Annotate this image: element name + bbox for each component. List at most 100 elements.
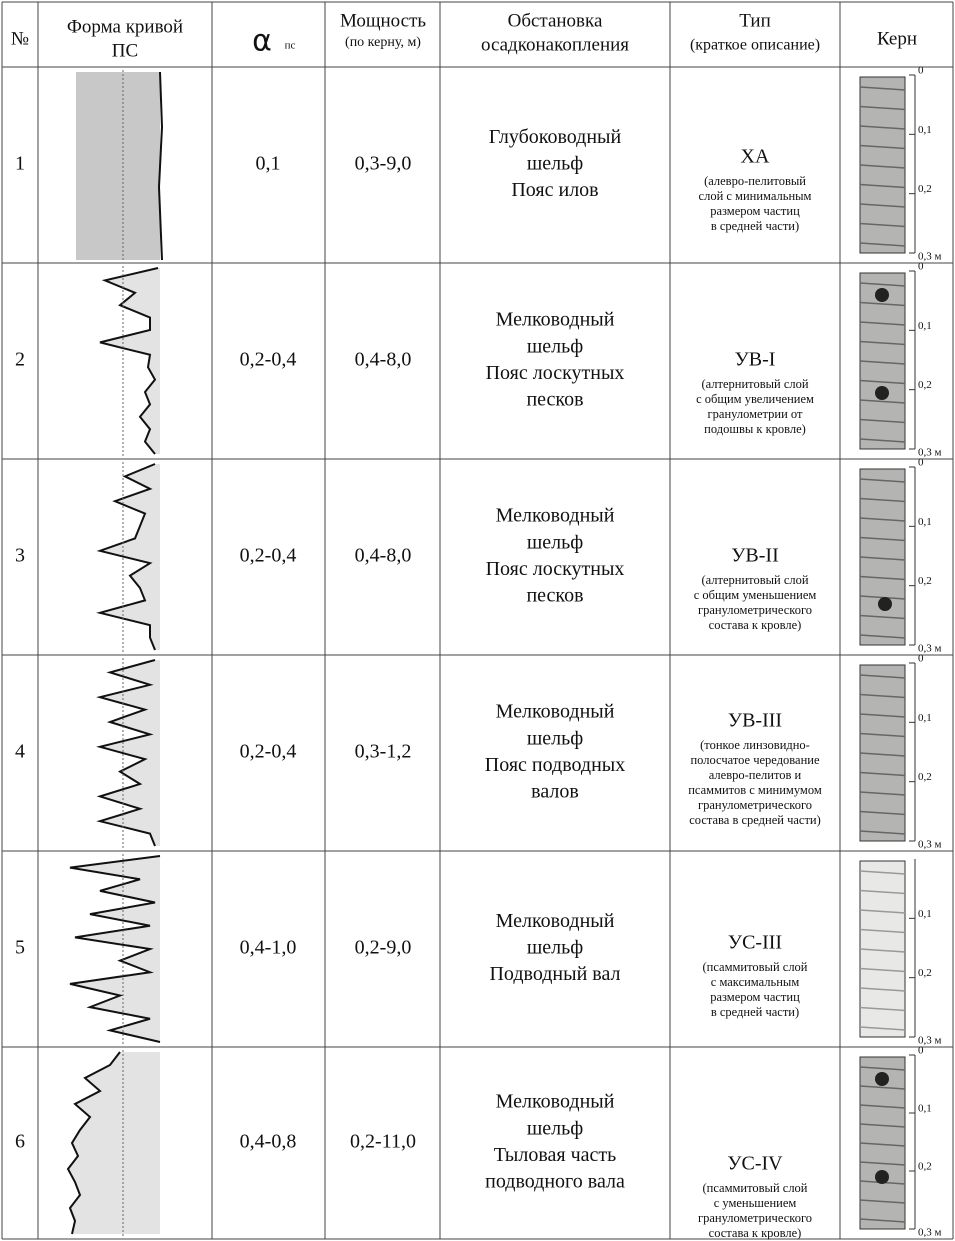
core-hole	[875, 1072, 889, 1086]
core-hole	[878, 597, 892, 611]
type-desc: гранулометрического	[698, 603, 812, 617]
scale-label: 0	[918, 457, 924, 469]
thickness: 0,3-1,2	[355, 741, 412, 763]
type-desc: с максимальным	[711, 975, 800, 989]
environment: шельф	[527, 531, 583, 553]
environment: Мелководный	[496, 505, 615, 527]
core-hole	[875, 288, 889, 302]
environment: шельф	[527, 937, 583, 959]
type-desc: (псаммитовый слой	[703, 960, 808, 974]
environment: шельф	[527, 1117, 583, 1139]
scale-label: 0,3 м	[918, 1227, 942, 1239]
header-environment: Обстановка	[508, 10, 603, 31]
scale-label: 0	[918, 1045, 924, 1057]
ps-fill	[76, 72, 160, 260]
header-curve: Форма кривой	[67, 16, 183, 37]
type-desc: состава к кровле)	[709, 618, 802, 632]
alpha: 0,1	[256, 153, 281, 175]
type-desc: в средней части)	[711, 1005, 799, 1019]
type-desc: с уменьшением	[714, 1196, 797, 1210]
type-code: УС-III	[728, 932, 782, 954]
header-alpha: α	[252, 24, 272, 59]
type-code: УС-IV	[727, 1153, 783, 1175]
scale-label: 0,1	[918, 320, 932, 332]
type-desc: (алтернитовый слой	[701, 377, 808, 391]
environment: Подводный вал	[489, 963, 620, 985]
header-type: Тип	[739, 10, 770, 31]
environment: Мелководный	[496, 701, 615, 723]
type-desc: подошвы к кровле)	[704, 422, 806, 436]
environment: Пояс илов	[511, 179, 598, 201]
scale-label: 0,2	[918, 1161, 932, 1173]
type-desc: псаммитов с минимумом	[688, 783, 822, 797]
header-alpha-sub: пс	[285, 40, 296, 52]
environment: Пояс лоскутных	[486, 558, 625, 580]
type-code: ХА	[741, 146, 770, 168]
thickness: 0,3-9,0	[355, 153, 412, 175]
header-core: Керн	[877, 28, 917, 49]
thickness: 0,2-11,0	[350, 1131, 416, 1153]
row-number: 5	[15, 937, 25, 959]
scale-label: 0,1	[918, 908, 932, 920]
type-desc: гранулометрического	[698, 798, 812, 812]
type-desc: (алтернитовый слой	[701, 573, 808, 587]
type-desc: алевро-пелитов и	[709, 768, 802, 782]
type-desc: размером частиц	[710, 204, 800, 218]
environment: Мелководный	[496, 910, 615, 932]
type-code: УВ-I	[735, 349, 776, 371]
alpha: 0,2-0,4	[240, 741, 297, 763]
environment: шельф	[527, 727, 583, 749]
thickness: 0,4-8,0	[355, 349, 412, 371]
type-desc: гранулометрического	[698, 1211, 812, 1225]
type-desc: (алевро-пелитовый	[704, 174, 806, 188]
type-desc: с общим уменьшением	[694, 588, 817, 602]
environment: Мелководный	[496, 1091, 615, 1113]
type-desc: (псаммитовый слой	[703, 1181, 808, 1195]
alpha: 0,2-0,4	[240, 349, 297, 371]
environment: песков	[526, 388, 583, 410]
header-curve: ПС	[112, 40, 138, 61]
scale-label: 0,1	[918, 712, 932, 724]
type-desc: гранулометрии от	[708, 407, 803, 421]
scale-label: 0	[918, 65, 924, 77]
type-desc: состава к кровле)	[709, 1226, 802, 1240]
row-number: 2	[15, 349, 25, 371]
header-type-note: (краткое описание)	[690, 37, 820, 54]
scale-label: 0,2	[918, 771, 932, 783]
scale-label: 0,2	[918, 379, 932, 391]
environment: Пояс лоскутных	[486, 362, 625, 384]
type-code: УВ-III	[728, 710, 782, 732]
row-number: 3	[15, 545, 25, 567]
environment: шельф	[527, 335, 583, 357]
header-thickness: Мощность	[340, 10, 426, 31]
header-environment: осадконакопления	[481, 34, 629, 55]
environment: Глубоководный	[489, 126, 622, 148]
scale-label: 0	[918, 261, 924, 273]
header-thickness-note: (по керну, м)	[345, 35, 421, 50]
environment: Тыловая часть	[494, 1144, 617, 1166]
core-hole	[875, 386, 889, 400]
environment: шельф	[527, 153, 583, 175]
type-desc: размером частиц	[710, 990, 800, 1004]
alpha: 0,4-0,8	[240, 1131, 297, 1153]
type-desc: полосчатое чередование	[690, 753, 819, 767]
type-desc: состава в средней части)	[689, 813, 821, 827]
scale-label: 0,2	[918, 575, 932, 587]
type-desc: слой с минимальным	[699, 189, 812, 203]
scale-label: 0,2	[918, 183, 932, 195]
environment: Мелководный	[496, 309, 615, 331]
core-hole	[875, 1170, 889, 1184]
scale-label: 0,1	[918, 1103, 932, 1115]
row-number: 1	[15, 153, 25, 175]
row-number: 6	[15, 1131, 25, 1153]
header-number: №	[11, 28, 29, 49]
environment: подводного вала	[485, 1170, 625, 1192]
type-desc: с общим увеличением	[696, 392, 814, 406]
scale-label: 0,1	[918, 516, 932, 528]
environment: песков	[526, 584, 583, 606]
scale-label: 0,2	[918, 967, 932, 979]
type-code: УВ-II	[731, 545, 778, 567]
environment: валов	[531, 780, 579, 802]
alpha: 0,2-0,4	[240, 545, 297, 567]
type-desc: в средней части)	[711, 219, 799, 233]
